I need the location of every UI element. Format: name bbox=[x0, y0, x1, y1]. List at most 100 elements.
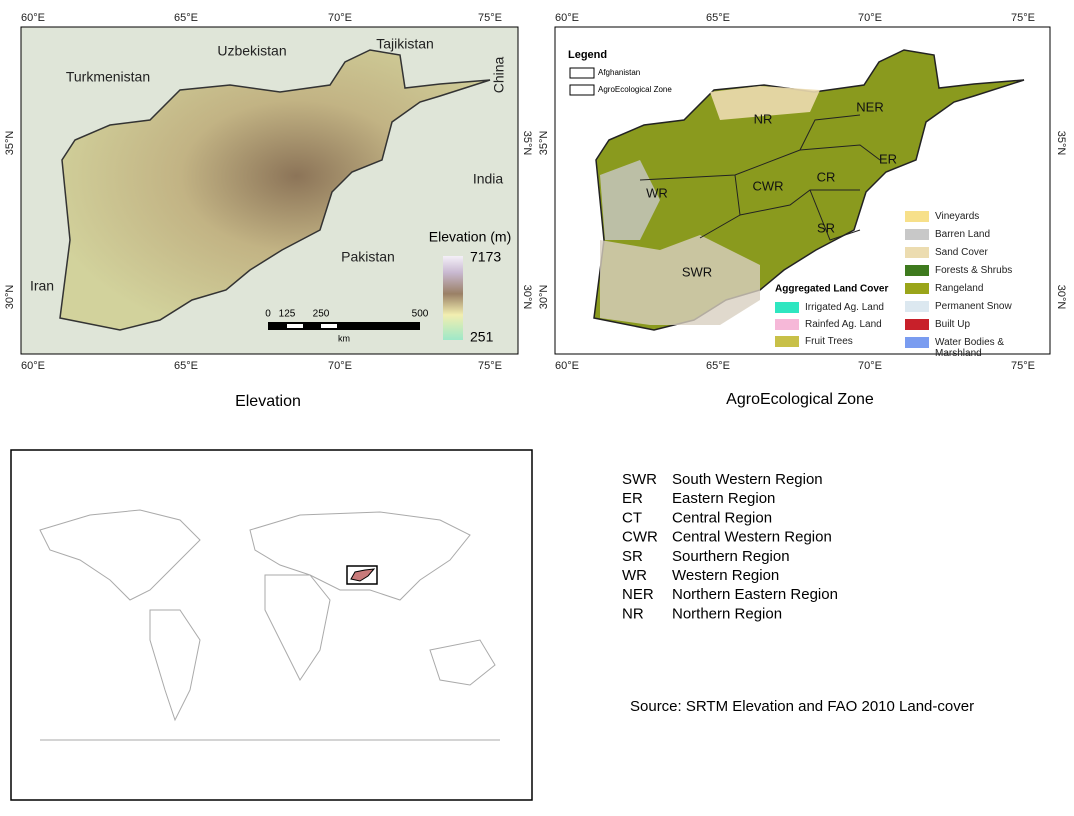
lat-tick-left: 35°N bbox=[4, 131, 16, 156]
land-cover-swatch bbox=[905, 301, 929, 312]
land-cover-label: Irrigated Ag. Land bbox=[805, 302, 884, 313]
region-label: CWR bbox=[752, 178, 783, 193]
abbr-code: CWR bbox=[622, 529, 658, 546]
land-cover-label: Vineyards bbox=[935, 211, 980, 222]
land-cover-title: Aggregated Land Cover bbox=[775, 284, 888, 295]
land-cover-swatch bbox=[905, 283, 929, 294]
abbr-name: Western Region bbox=[672, 567, 779, 584]
land-cover-label: Rangeland bbox=[935, 283, 984, 294]
lat-tick-right: 35°N bbox=[521, 131, 533, 156]
lon-tick-top: 65°E bbox=[174, 12, 198, 24]
country-label: Tajikistan bbox=[376, 36, 434, 52]
boundary-label: AgroEcological Zone bbox=[598, 85, 672, 94]
land-cover-swatch bbox=[905, 265, 929, 276]
country-label: Pakistan bbox=[341, 249, 395, 265]
country-label: Iran bbox=[30, 278, 54, 294]
region-label: SR bbox=[817, 220, 835, 235]
lat-tick-right: 30°N bbox=[521, 285, 533, 310]
region-label: SWR bbox=[682, 264, 712, 279]
abbr-code: CT bbox=[622, 509, 642, 526]
elevation-min: 251 bbox=[470, 329, 494, 345]
scalebar bbox=[268, 322, 420, 330]
land-cover-swatch bbox=[775, 319, 799, 330]
caption: AgroEcological Zone bbox=[726, 391, 874, 408]
land-cover-swatch bbox=[905, 211, 929, 222]
abbr-name: Eastern Region bbox=[672, 490, 775, 507]
lon-tick-bottom: 65°E bbox=[174, 360, 198, 372]
lon-tick-top: 70°E bbox=[328, 12, 352, 24]
n-sand bbox=[710, 86, 820, 120]
land-cover-swatch bbox=[905, 247, 929, 258]
country-label: China bbox=[491, 57, 507, 94]
boundary-label: Afghanistan bbox=[598, 68, 640, 77]
scale-tick: 0 bbox=[265, 309, 271, 320]
land-cover-label: Rainfed Ag. Land bbox=[805, 319, 882, 330]
region-label: NER bbox=[856, 99, 883, 114]
elevation-max: 7173 bbox=[470, 249, 501, 265]
elevation-legend-title: Elevation (m) bbox=[429, 229, 511, 245]
agro-legend-title: Legend bbox=[568, 49, 607, 61]
land-cover-label: Forests & Shrubs bbox=[935, 265, 1013, 276]
lat-tick-right: 35°N bbox=[1055, 131, 1067, 156]
afg-locator-box bbox=[346, 565, 378, 585]
lat-tick-right: 30°N bbox=[1055, 285, 1067, 310]
lon-tick-bottom: 65°E bbox=[706, 360, 730, 372]
abbr-name: Sourthern Region bbox=[672, 548, 790, 565]
lon-tick-top: 60°E bbox=[21, 12, 45, 24]
scale-tick: 250 bbox=[313, 309, 330, 320]
abbr-code: NR bbox=[622, 605, 644, 622]
world-outline bbox=[39, 509, 500, 741]
land-cover-swatch bbox=[775, 302, 799, 313]
land-cover-swatch bbox=[775, 336, 799, 347]
lon-tick-bottom: 60°E bbox=[21, 360, 45, 372]
country-label: India bbox=[473, 171, 504, 187]
zone-boundaries bbox=[639, 114, 881, 241]
sw-barren bbox=[600, 235, 760, 325]
scale-tick: 500 bbox=[412, 309, 429, 320]
region-label: ER bbox=[879, 151, 897, 166]
lon-tick-bottom: 60°E bbox=[555, 360, 579, 372]
abbr-code: SWR bbox=[622, 471, 657, 488]
lon-tick-bottom: 70°E bbox=[328, 360, 352, 372]
land-cover-label: Fruit Trees bbox=[805, 336, 853, 347]
region-label: WR bbox=[646, 185, 668, 200]
land-cover-label: Water Bodies & Marshland bbox=[935, 337, 1005, 359]
scale-tick: 125 bbox=[279, 309, 296, 320]
legend-afg-box bbox=[569, 67, 595, 79]
land-cover-label: Barren Land bbox=[935, 229, 991, 240]
region-label: CR bbox=[817, 169, 836, 184]
lon-tick-top: 65°E bbox=[706, 12, 730, 24]
lat-tick-left: 35°N bbox=[538, 131, 550, 156]
land-cover-swatch bbox=[905, 337, 929, 348]
abbr-name: South Western Region bbox=[672, 471, 823, 488]
lon-tick-bottom: 75°E bbox=[478, 360, 502, 372]
lon-tick-bottom: 70°E bbox=[858, 360, 882, 372]
legend-zone-box bbox=[569, 84, 595, 96]
caption: Elevation bbox=[235, 393, 301, 410]
land-cover-label: Permanent Snow bbox=[935, 301, 1012, 312]
land-cover-label: Built Up bbox=[935, 319, 971, 330]
abbr-code: SR bbox=[622, 548, 643, 565]
lon-tick-top: 75°E bbox=[478, 12, 502, 24]
abbr-name: Central Region bbox=[672, 509, 772, 526]
country-label: Uzbekistan bbox=[217, 43, 286, 59]
lon-tick-top: 75°E bbox=[1011, 12, 1035, 24]
source: Source: SRTM Elevation and FAO 2010 Land… bbox=[630, 698, 974, 715]
lon-tick-bottom: 75°E bbox=[1011, 360, 1035, 372]
abbr-code: NER bbox=[622, 586, 654, 603]
scale-unit: km bbox=[338, 333, 350, 343]
abbr-name: Central Western Region bbox=[672, 529, 832, 546]
region-label: NR bbox=[754, 111, 773, 126]
abbr-code: ER bbox=[622, 490, 643, 507]
abbr-name: Northern Eastern Region bbox=[672, 586, 838, 603]
abbr-code: WR bbox=[622, 567, 647, 584]
land-cover-swatch bbox=[905, 319, 929, 330]
land-cover-swatch bbox=[905, 229, 929, 240]
lat-tick-left: 30°N bbox=[4, 285, 16, 310]
afg-locator bbox=[350, 568, 376, 582]
world-frame bbox=[10, 449, 533, 801]
lon-tick-top: 70°E bbox=[858, 12, 882, 24]
elevation-ramp bbox=[443, 256, 463, 340]
